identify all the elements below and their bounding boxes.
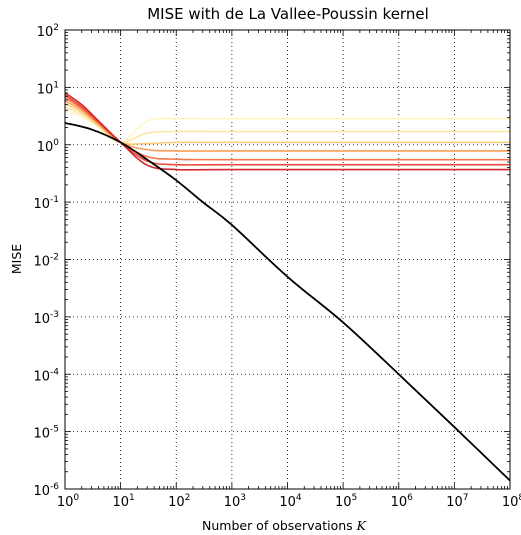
y-axis-label: MISE (9, 244, 24, 274)
y-tick-label: 10-5 (33, 425, 59, 442)
grid (65, 30, 510, 489)
x-tick-label: 103 (224, 493, 246, 510)
series-line-1 (64, 110, 510, 144)
x-tick-label: 100 (57, 493, 80, 510)
series-line-4 (64, 100, 510, 152)
y-tick-label: 10-6 (33, 482, 59, 499)
x-tick-label: 102 (168, 493, 190, 510)
chart-title: MISE with de La Vallee-Poussin kernel (147, 5, 429, 23)
x-tick-label: 106 (391, 493, 414, 510)
series-line-6 (64, 94, 510, 166)
x-tick-label: 105 (335, 493, 357, 510)
ticks (64, 29, 511, 490)
x-axis-label-symbol: K (356, 518, 367, 533)
y-tick-label: 102 (37, 23, 59, 40)
x-axis-label: Number of observations K (202, 518, 367, 533)
series-line-8 (64, 122, 511, 482)
series-line-5 (64, 97, 511, 161)
y-tick-label: 10-4 (33, 367, 59, 384)
series-line-2 (64, 106, 510, 144)
y-tick-label: 10-1 (33, 195, 59, 212)
x-axis-label-text: Number of observations (202, 518, 353, 533)
x-tick-label: 108 (502, 493, 521, 510)
tick-labels: 100 101 102 103 104 105 106 107 108 102 101 100 10-1… (33, 23, 521, 510)
y-tick-label: 100 (37, 138, 60, 155)
series-lines (64, 92, 511, 482)
series-line-3 (64, 102, 510, 145)
y-tick-label: 10-3 (33, 310, 59, 327)
series-line-7 (64, 92, 510, 171)
y-tick-label: 10-2 (33, 253, 59, 270)
y-tick-label: 101 (37, 80, 59, 97)
x-tick-label: 101 (112, 493, 134, 510)
x-tick-label: 104 (279, 493, 302, 510)
x-tick-label: 107 (446, 493, 468, 510)
